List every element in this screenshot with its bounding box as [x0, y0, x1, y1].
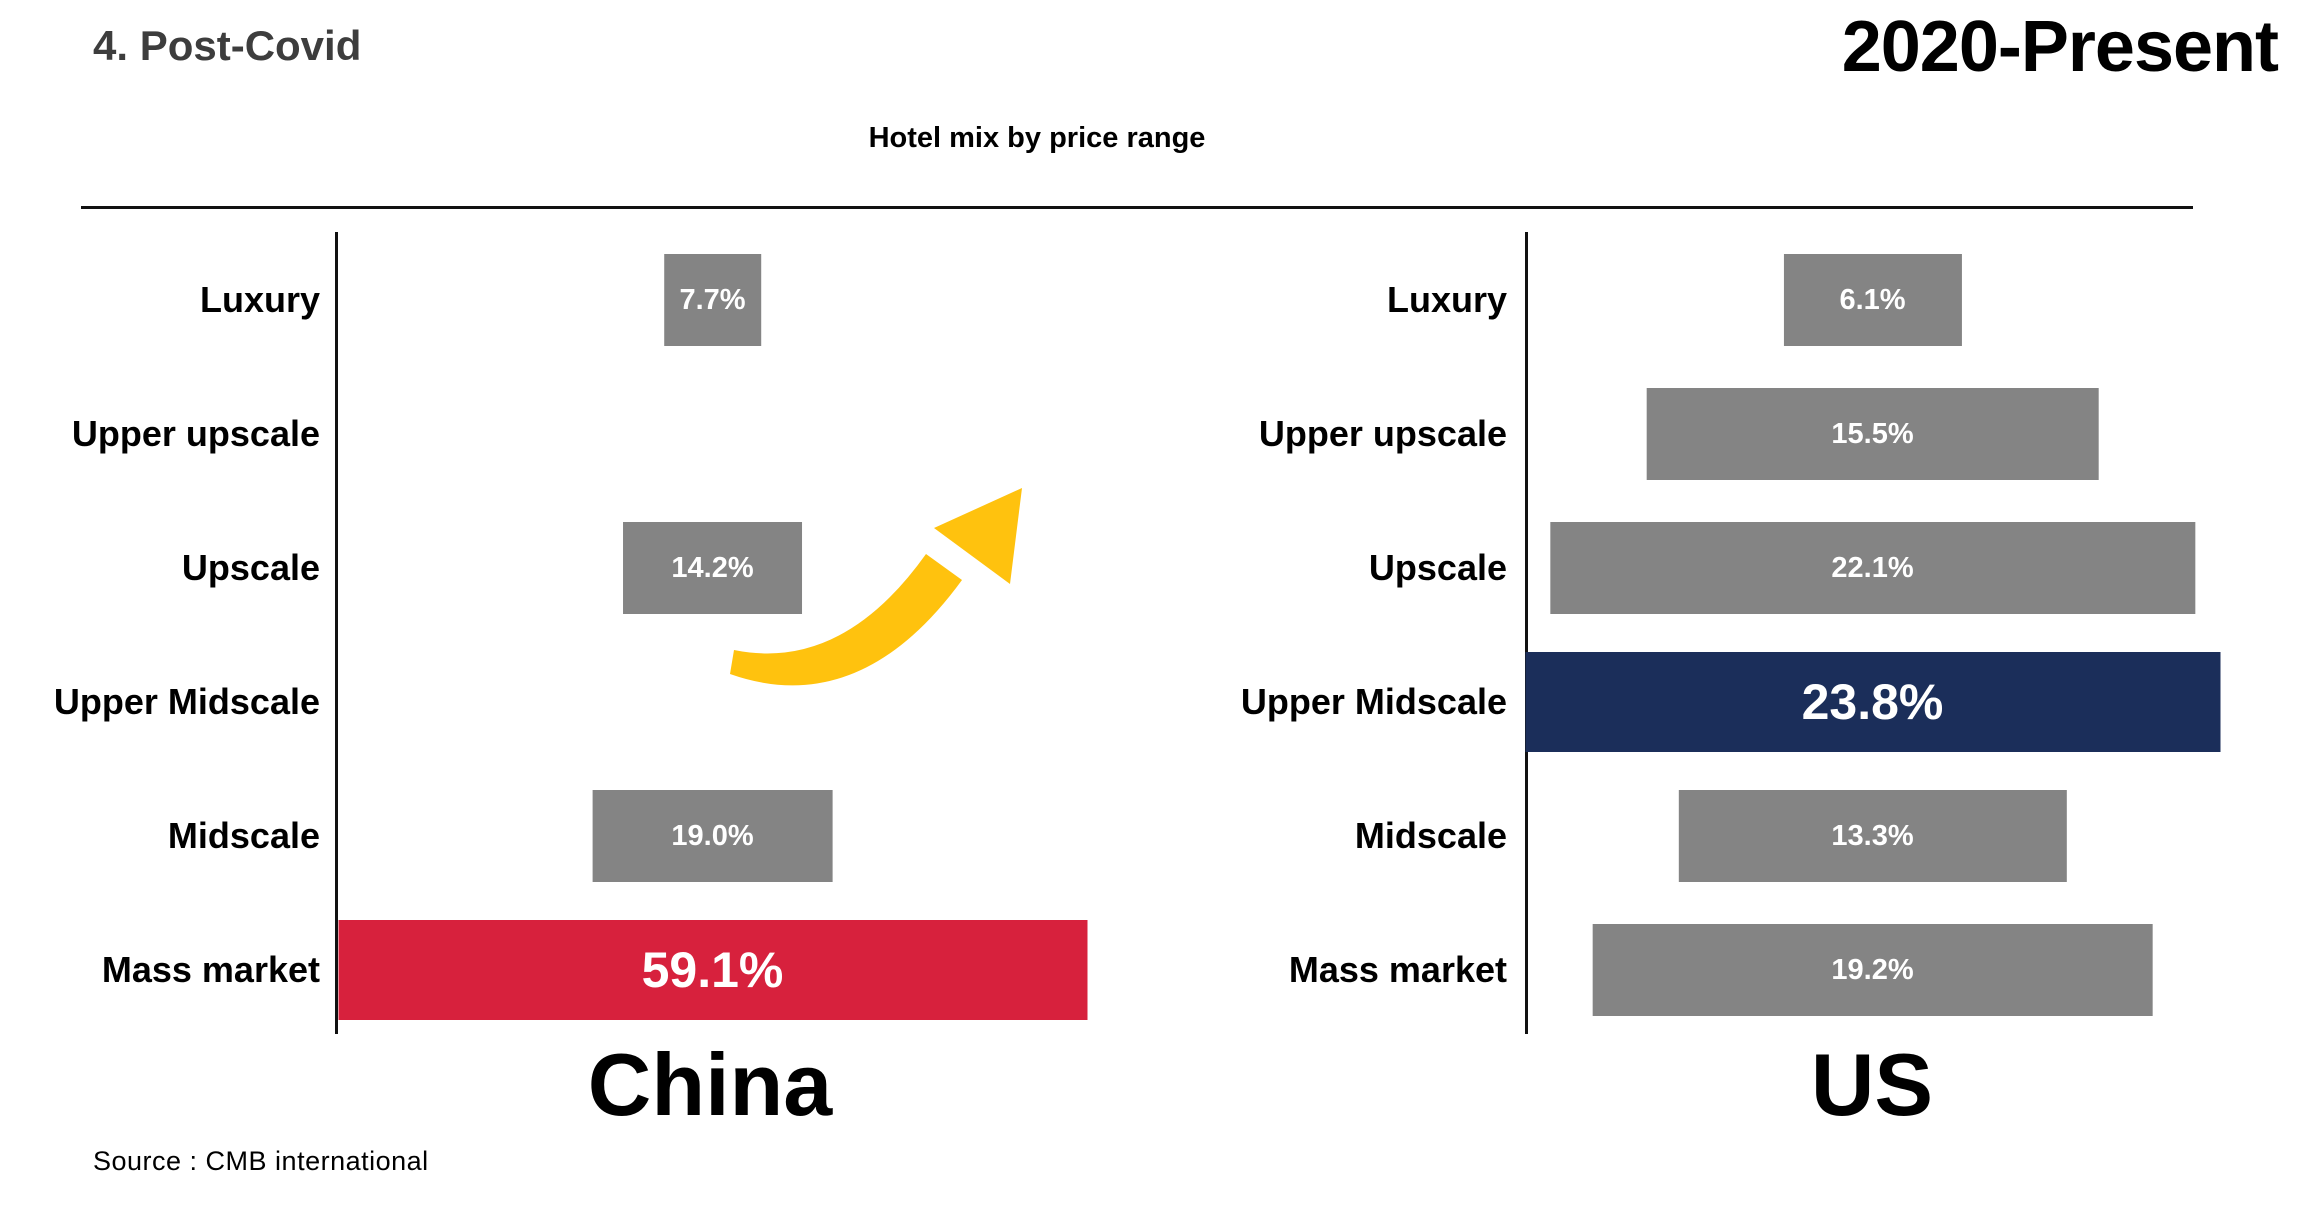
- category-label: Mass market: [1288, 949, 1507, 990]
- value-bar: 15.5%: [1646, 388, 2099, 480]
- growth-arrow-icon: [730, 488, 1022, 686]
- growth-arrow-head: [934, 488, 1022, 584]
- us-label: US: [1810, 1035, 1934, 1134]
- category-label: Luxury: [199, 279, 320, 320]
- section-title: 4. Post-Covid: [93, 22, 362, 69]
- category-label: Upscale: [1368, 547, 1507, 588]
- period-label: 2020-Present: [1841, 7, 2279, 87]
- chart-row: Upper Midscale 23.8%: [1210, 635, 2220, 769]
- chart-row: Upper Midscale: [44, 635, 1087, 769]
- category-label: Upper Midscale: [53, 681, 320, 722]
- us-chart: Luxury 6.1% Upper upscale 15.5% Upscale 22.1%…: [1210, 233, 2220, 1037]
- chart-row: Upper upscale 15.5%: [1210, 367, 2220, 501]
- value-bar: 19.2%: [1592, 924, 2153, 1016]
- chart-row: Upper upscale: [44, 367, 1087, 501]
- chart-row: Upscale 14.2%: [44, 501, 1087, 635]
- chart-row: Upscale 22.1%: [1210, 501, 2220, 635]
- bar-track: 59.1%: [338, 903, 1087, 1037]
- category-label: Midscale: [1354, 815, 1507, 856]
- us-axis-line: [1525, 232, 1528, 1034]
- bar-track: 14.2%: [338, 501, 1087, 635]
- highlight-bar: 59.1%: [338, 920, 1087, 1020]
- bar-track: 19.2%: [1525, 903, 2220, 1037]
- value-bar: 19.0%: [592, 790, 833, 882]
- source-note: Source : CMB international: [93, 1146, 429, 1176]
- chart-row: Midscale 13.3%: [1210, 769, 2220, 903]
- category-label: Mass market: [101, 949, 320, 990]
- china-label: China: [587, 1035, 833, 1134]
- category-label: Midscale: [167, 815, 320, 856]
- value-bar: 14.2%: [622, 522, 803, 614]
- value-bar: 6.1%: [1783, 254, 1962, 346]
- bar-track: 19.0%: [338, 769, 1087, 903]
- category-label: Upper upscale: [71, 413, 320, 454]
- bar-track: 15.5%: [1525, 367, 2220, 501]
- china-chart: Luxury 7.7% Upper upscale Upscale 14.2% Upper…: [44, 233, 1087, 1037]
- chart-row: Mass market 19.2%: [1210, 903, 2220, 1037]
- chart-title: Hotel mix by price range: [868, 122, 1206, 154]
- highlight-bar: 23.8%: [1525, 652, 2220, 752]
- bar-track: 7.7%: [338, 233, 1087, 367]
- chart-row: Luxury 7.7%: [44, 233, 1087, 367]
- value-bar: 7.7%: [663, 254, 762, 346]
- value-bar: 13.3%: [1678, 790, 2067, 882]
- bar-track: 23.8%: [1525, 635, 2220, 769]
- bar-track: 6.1%: [1525, 233, 2220, 367]
- growth-arrow-body: [730, 554, 962, 686]
- value-bar: 22.1%: [1549, 522, 2196, 614]
- category-label: Upscale: [181, 547, 320, 588]
- category-label: Upper upscale: [1258, 413, 1507, 454]
- header-divider: [81, 206, 2193, 209]
- category-label: Luxury: [1386, 279, 1507, 320]
- category-label: Upper Midscale: [1240, 681, 1507, 722]
- bar-track: 13.3%: [1525, 769, 2220, 903]
- chart-row: Mass market 59.1%: [44, 903, 1087, 1037]
- bar-track: 22.1%: [1525, 501, 2220, 635]
- china-axis-line: [335, 232, 338, 1034]
- chart-row: Midscale 19.0%: [44, 769, 1087, 903]
- chart-row: Luxury 6.1%: [1210, 233, 2220, 367]
